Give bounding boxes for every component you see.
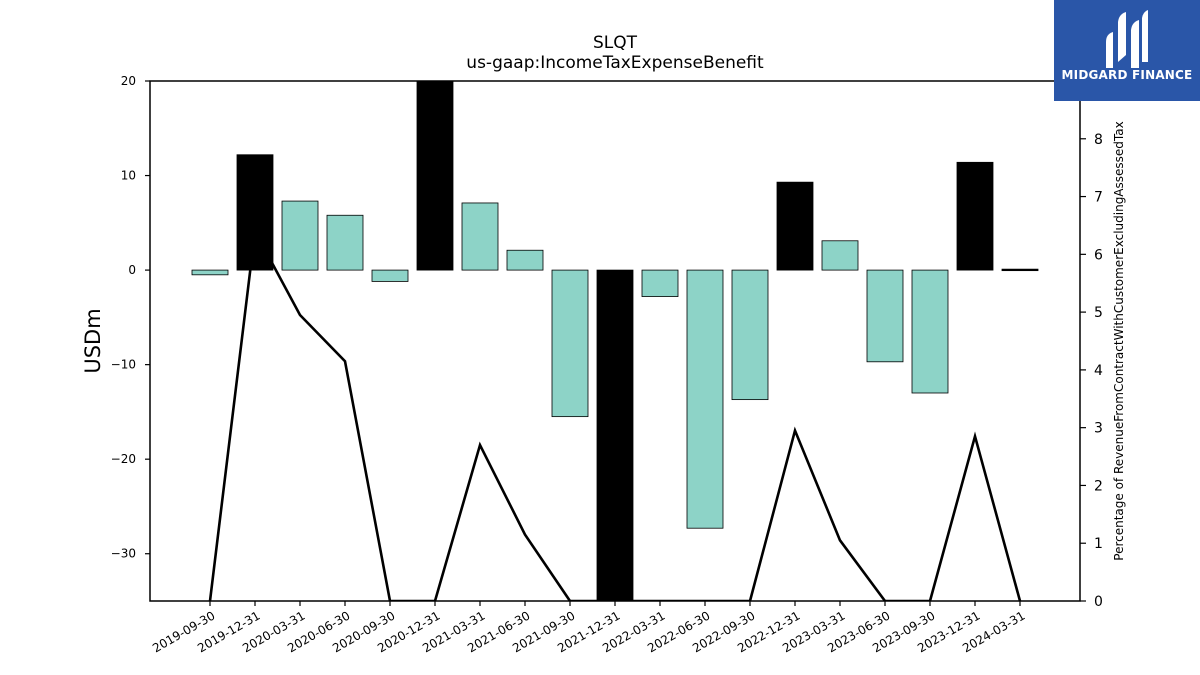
y2-tick-label-2: 2 (1094, 478, 1103, 494)
bar-2023-03-31 (821, 240, 859, 271)
y-axis-left: −30 −20 −10 0 10 20 (111, 74, 150, 561)
bar-2019-09-30 (191, 269, 229, 276)
bar-2020-06-30 (326, 214, 364, 271)
bar-2023-09-30 (911, 269, 949, 394)
bar-2023-06-30 (866, 269, 904, 363)
y2-tick-label-3: 3 (1094, 421, 1103, 437)
y2-tick-label-1: 1 (1094, 536, 1103, 552)
y2-tick-label-7: 7 (1094, 190, 1103, 206)
bar-2020-09-30 (371, 269, 409, 282)
y2-tick-label-4: 4 (1094, 363, 1103, 379)
bar-2020-03-31 (281, 200, 319, 271)
line-path (208, 226, 1022, 601)
y-axis-label: USDm (81, 308, 105, 373)
y2-tick-label-8: 8 (1094, 132, 1103, 148)
y-tick-label--20: −20 (111, 452, 136, 466)
y2-tick-label-6: 6 (1094, 247, 1103, 263)
brand-logo: MIDGARD FINANCE (1054, 0, 1200, 101)
y2-tick-label-5: 5 (1094, 305, 1103, 321)
bar-2022-09-30 (731, 269, 769, 401)
chart-subtitle: us-gaap:IncomeTaxExpenseBenefit (466, 53, 764, 73)
bar-2020-12-31 (416, 81, 454, 271)
x-axis: 2019-09-302019-12-312020-03-312020-06-30… (150, 601, 1028, 655)
y-tick-label--30: −30 (111, 547, 136, 561)
y2-tick-label-0: 0 (1094, 594, 1103, 610)
line-series (208, 226, 1022, 601)
bar-series (191, 81, 1039, 601)
y-tick-label--10: −10 (111, 358, 136, 372)
y-tick-label-20: 20 (121, 74, 136, 88)
bar-2024-03-31 (1001, 268, 1039, 272)
bar-2021-03-31 (461, 202, 499, 271)
bar-2022-12-31 (776, 181, 814, 271)
bar-2022-06-30 (686, 269, 724, 529)
bar-2021-06-30 (506, 249, 544, 271)
y-tick-label-10: 10 (121, 169, 136, 183)
chart-title: SLQT (593, 33, 638, 53)
bar-2022-03-31 (641, 269, 679, 297)
stylized-m-bars-icon (1106, 10, 1148, 68)
bar-2023-12-31 (956, 161, 994, 271)
bar-2021-09-30 (551, 269, 589, 418)
y2-axis-label: Percentage of RevenueFromContractWithCus… (1112, 121, 1126, 560)
bar-2021-12-31 (596, 269, 634, 601)
y-tick-label-0: 0 (128, 263, 136, 277)
y-axis-right: 0 1 2 3 4 5 6 7 8 (1080, 132, 1103, 610)
brand-name: MIDGARD FINANCE (1061, 68, 1193, 82)
